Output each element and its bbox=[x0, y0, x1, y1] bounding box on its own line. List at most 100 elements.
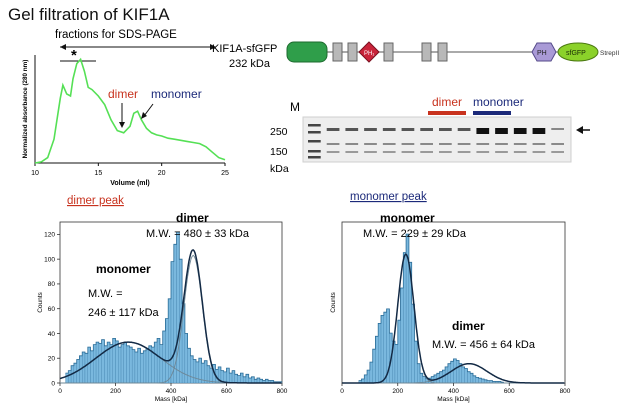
histogram-bar bbox=[168, 298, 172, 384]
h2-monomer-mw: M.W. = 229 ± 29 kDa bbox=[363, 228, 467, 240]
construct-name: KIF1A-sfGFP bbox=[212, 43, 277, 55]
h2-dimer-mw: M.W. = 456 ± 64 kDa bbox=[432, 339, 536, 351]
histogram-y-tick-label: 40 bbox=[48, 331, 56, 338]
gel-lane-low-band bbox=[364, 151, 377, 153]
gel-image bbox=[302, 116, 572, 163]
h1-dimer-title: dimer bbox=[176, 211, 209, 225]
gel-lane-low-band bbox=[457, 151, 471, 153]
histogram-bar bbox=[456, 360, 460, 384]
gel-lane-minor-band bbox=[495, 143, 508, 145]
monomer-peak-link[interactable]: monomer peak bbox=[350, 191, 427, 203]
h1-dimer-mw: M.W. = 480 ± 33 kDa bbox=[146, 228, 250, 240]
dimer-peak-link[interactable]: dimer peak bbox=[67, 195, 124, 207]
gel-lane-main-band bbox=[326, 128, 340, 131]
histogram-y-tick-label: 60 bbox=[48, 306, 56, 313]
histogram-bar bbox=[140, 353, 144, 384]
histogram-bar bbox=[237, 375, 241, 384]
histogram-bar bbox=[170, 261, 174, 384]
histogram-bar bbox=[98, 343, 102, 384]
h1-monomer-mw-line2: 246 ± 117 kDa bbox=[88, 307, 160, 319]
gel-dimer-bar bbox=[428, 111, 466, 115]
gel-lane-minor-band bbox=[476, 143, 490, 145]
histogram-x-axis-title: Mass [kDa] bbox=[155, 396, 188, 403]
fha-domain bbox=[358, 41, 380, 63]
histogram-bar bbox=[159, 344, 163, 384]
histogram-bar bbox=[129, 346, 133, 384]
histogram-bar bbox=[115, 340, 119, 384]
gel-lane-low-band bbox=[551, 151, 564, 153]
histogram-bar bbox=[204, 360, 208, 384]
histogram-bar bbox=[245, 374, 249, 384]
h2-monomer-title: monomer bbox=[380, 211, 435, 225]
gel-lane-low-band bbox=[420, 151, 433, 153]
histogram-bar bbox=[93, 344, 97, 384]
histogram-outline bbox=[65, 231, 282, 383]
gel-lane-main-band bbox=[345, 128, 359, 131]
histogram-x-tick-label: 0 bbox=[58, 388, 62, 395]
histogram-bar bbox=[137, 348, 141, 384]
sds-page-gel: M dimer monomer 250 150 kDa bbox=[270, 95, 590, 175]
histogram-y-axis-title: Counts bbox=[37, 291, 44, 312]
histogram-y-tick-label: 20 bbox=[48, 356, 56, 363]
chromatogram-x-tick-label: 15 bbox=[94, 170, 102, 177]
fractions-label: fractions for SDS-PAGE bbox=[55, 29, 177, 41]
histogram-bar bbox=[229, 372, 233, 384]
histogram-bar bbox=[234, 374, 238, 384]
histogram-y-tick-label: 120 bbox=[44, 232, 55, 239]
histogram-x-tick-label: 600 bbox=[221, 388, 232, 395]
histogram-bar bbox=[453, 358, 457, 384]
marker-band bbox=[308, 156, 321, 159]
gel-lane-low-band bbox=[326, 151, 340, 153]
fit-sum-curve bbox=[342, 253, 565, 384]
histogram-bar bbox=[131, 349, 136, 384]
histogram-bar bbox=[478, 377, 482, 384]
histogram-bar bbox=[242, 376, 247, 384]
gel-lane-low-band bbox=[345, 151, 359, 153]
gel-lane-main-band bbox=[476, 128, 490, 134]
histogram-bar bbox=[475, 377, 479, 384]
fractions-left-arrowhead bbox=[60, 44, 66, 50]
chromatogram-axes: 10 15 20 25 Volume (ml) Normalized absorbance… bbox=[22, 55, 229, 187]
dimer-arrowhead bbox=[119, 122, 125, 128]
histogram-bar bbox=[95, 341, 100, 384]
histogram-bar bbox=[472, 375, 476, 384]
gel-lane-low-band bbox=[532, 151, 546, 153]
histogram-bar bbox=[84, 353, 88, 384]
histogram-bar bbox=[383, 311, 387, 384]
histogram-bar bbox=[68, 370, 72, 384]
histogram-y-axis-title: Counts bbox=[330, 291, 337, 312]
histogram-bar bbox=[126, 345, 130, 384]
gel-lane-minor-band bbox=[420, 143, 433, 145]
histogram-bar bbox=[380, 315, 384, 384]
histogram-bar bbox=[378, 323, 382, 384]
gel-lane-minor-band bbox=[439, 143, 452, 145]
histogram-bar bbox=[414, 340, 418, 384]
histogram-bar bbox=[109, 344, 113, 384]
gel-monomer-bar bbox=[473, 111, 511, 115]
histogram-bar bbox=[400, 287, 404, 384]
star-marker: * bbox=[71, 47, 77, 64]
gel-lane-main-band bbox=[382, 128, 396, 131]
coiled-coil-2 bbox=[347, 42, 358, 62]
histogram-bar bbox=[470, 373, 474, 384]
histogram-x-tick-label: 200 bbox=[110, 388, 121, 395]
histogram-bar bbox=[209, 367, 213, 384]
histogram-outline bbox=[358, 233, 504, 383]
figure-title: Gel filtration of KIF1A bbox=[8, 5, 170, 24]
histogram-bar bbox=[403, 252, 407, 384]
gel-monomer-label: monomer bbox=[473, 95, 524, 109]
histogram-y-tick-label: 80 bbox=[48, 281, 56, 288]
chromatogram-x-tick-label: 20 bbox=[158, 170, 166, 177]
h1-monomer-title: monomer bbox=[96, 262, 151, 276]
marker-band bbox=[308, 124, 321, 127]
gel-lane-main-band bbox=[420, 128, 433, 131]
gel-lane-minor-band bbox=[345, 143, 359, 145]
chromatogram-x-tick-label: 10 bbox=[31, 170, 39, 177]
coiled-coil-1 bbox=[332, 42, 343, 62]
histogram-bar bbox=[165, 318, 169, 384]
gel-dimer-label: dimer bbox=[432, 95, 462, 109]
histogram-bar bbox=[483, 379, 488, 384]
monomer-peak-label: monomer bbox=[151, 87, 202, 101]
histogram-bar bbox=[193, 359, 197, 384]
gel-lane-main-band bbox=[401, 128, 415, 131]
